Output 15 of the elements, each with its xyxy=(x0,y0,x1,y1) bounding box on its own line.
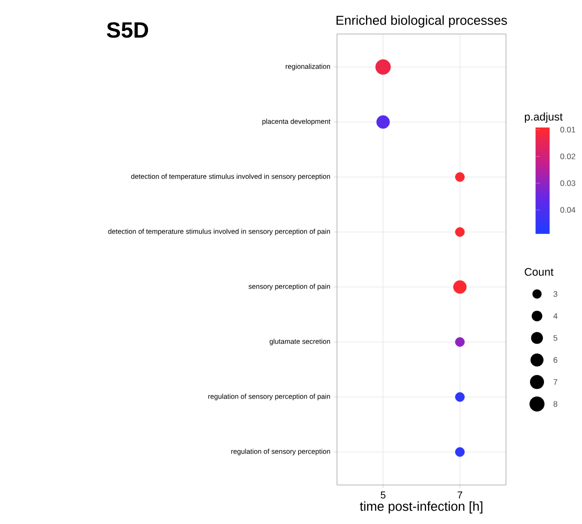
legend-label: 4 xyxy=(553,313,558,319)
legend-title: Count xyxy=(524,268,554,276)
chart-title: Enriched biological processes xyxy=(336,15,507,28)
legend-label: 7 xyxy=(554,379,558,385)
color-bar-label: 0.04 xyxy=(560,207,576,213)
color-bar-label: 0.02 xyxy=(560,154,576,160)
legend-label: 5 xyxy=(554,335,558,341)
legend-label: 8 xyxy=(554,401,558,407)
legend-label: 3 xyxy=(553,291,558,297)
text: S5D xyxy=(106,22,148,38)
x-axis-title: time post-infection [h] xyxy=(360,501,482,514)
color-bar-title: p.adjust xyxy=(524,112,563,123)
color-bar-label: 0.03 xyxy=(560,180,576,186)
color-bar-label: 0.01 xyxy=(560,126,576,133)
legend-label: 6 xyxy=(554,357,558,363)
